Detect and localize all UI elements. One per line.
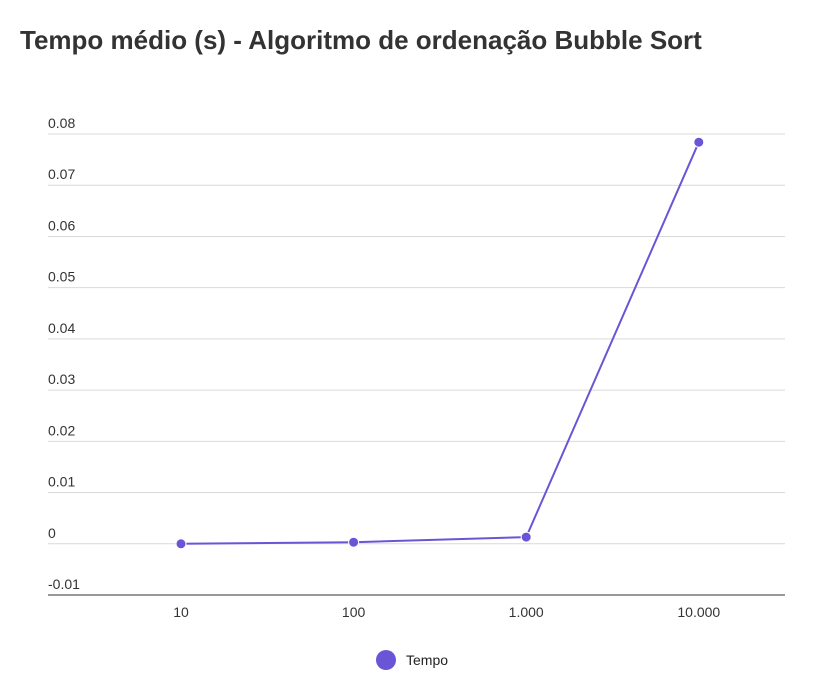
y-tick-label: 0.07 [48,166,75,182]
y-tick-label: 0.08 [48,115,75,131]
data-point [520,531,532,543]
x-tick-label: 10.000 [677,604,720,620]
y-tick-label: 0.04 [48,320,75,336]
y-tick-label: 0.06 [48,217,75,233]
x-axis-tick-labels: 10 100 1.000 10.000 [173,604,720,620]
data-point [348,536,360,548]
y-tick-label: 0 [48,525,56,541]
data-point [693,136,705,148]
x-tick-label: 10 [173,604,189,620]
x-tick-label: 1.000 [509,604,544,620]
y-tick-label: 0.05 [48,269,75,285]
legend-label-tempo: Tempo [406,652,449,668]
legend-swatch-tempo [376,650,396,670]
y-tick-label: -0.01 [48,576,80,592]
chart-title: Tempo médio (s) - Algoritmo de ordenação… [20,25,702,55]
x-tick-label: 100 [342,604,366,620]
gridlines [48,133,785,596]
legend: Tempo [376,650,448,670]
series-line [180,141,700,545]
data-point [175,538,187,550]
series-tempo [175,136,705,550]
y-tick-label: 0.02 [48,422,75,438]
y-axis-tick-labels: -0.01 0 0.01 0.02 0.03 0.04 0.05 0.06 0.07 0.08 [48,115,80,592]
y-tick-label: 0.03 [48,371,75,387]
y-tick-label: 0.01 [48,474,75,490]
